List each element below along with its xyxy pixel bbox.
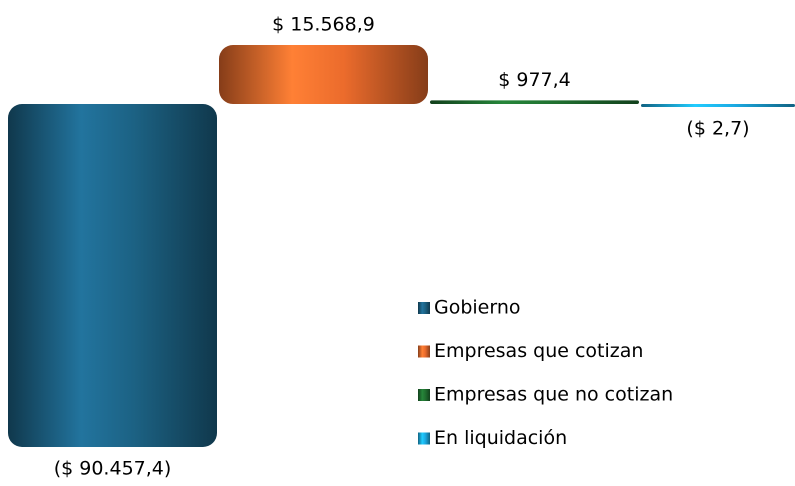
data-label: ($ 2,7) xyxy=(686,118,749,140)
legend-swatch xyxy=(418,345,430,358)
legend-swatch xyxy=(418,302,430,314)
legend-swatch xyxy=(418,432,430,445)
bar xyxy=(219,45,428,105)
legend-label: Empresas que cotizan xyxy=(434,340,643,362)
legend-swatch xyxy=(418,389,430,401)
legend-label: En liquidación xyxy=(434,427,567,449)
data-label: $ 977,4 xyxy=(498,69,571,91)
data-label: $ 15.568,9 xyxy=(272,14,375,36)
legend-label: Gobierno xyxy=(434,297,521,319)
bar xyxy=(430,100,639,105)
bar xyxy=(641,104,795,108)
bar xyxy=(8,104,217,448)
data-label: ($ 90.457,4) xyxy=(54,458,172,480)
legend-label: Empresas que no cotizan xyxy=(434,384,673,406)
